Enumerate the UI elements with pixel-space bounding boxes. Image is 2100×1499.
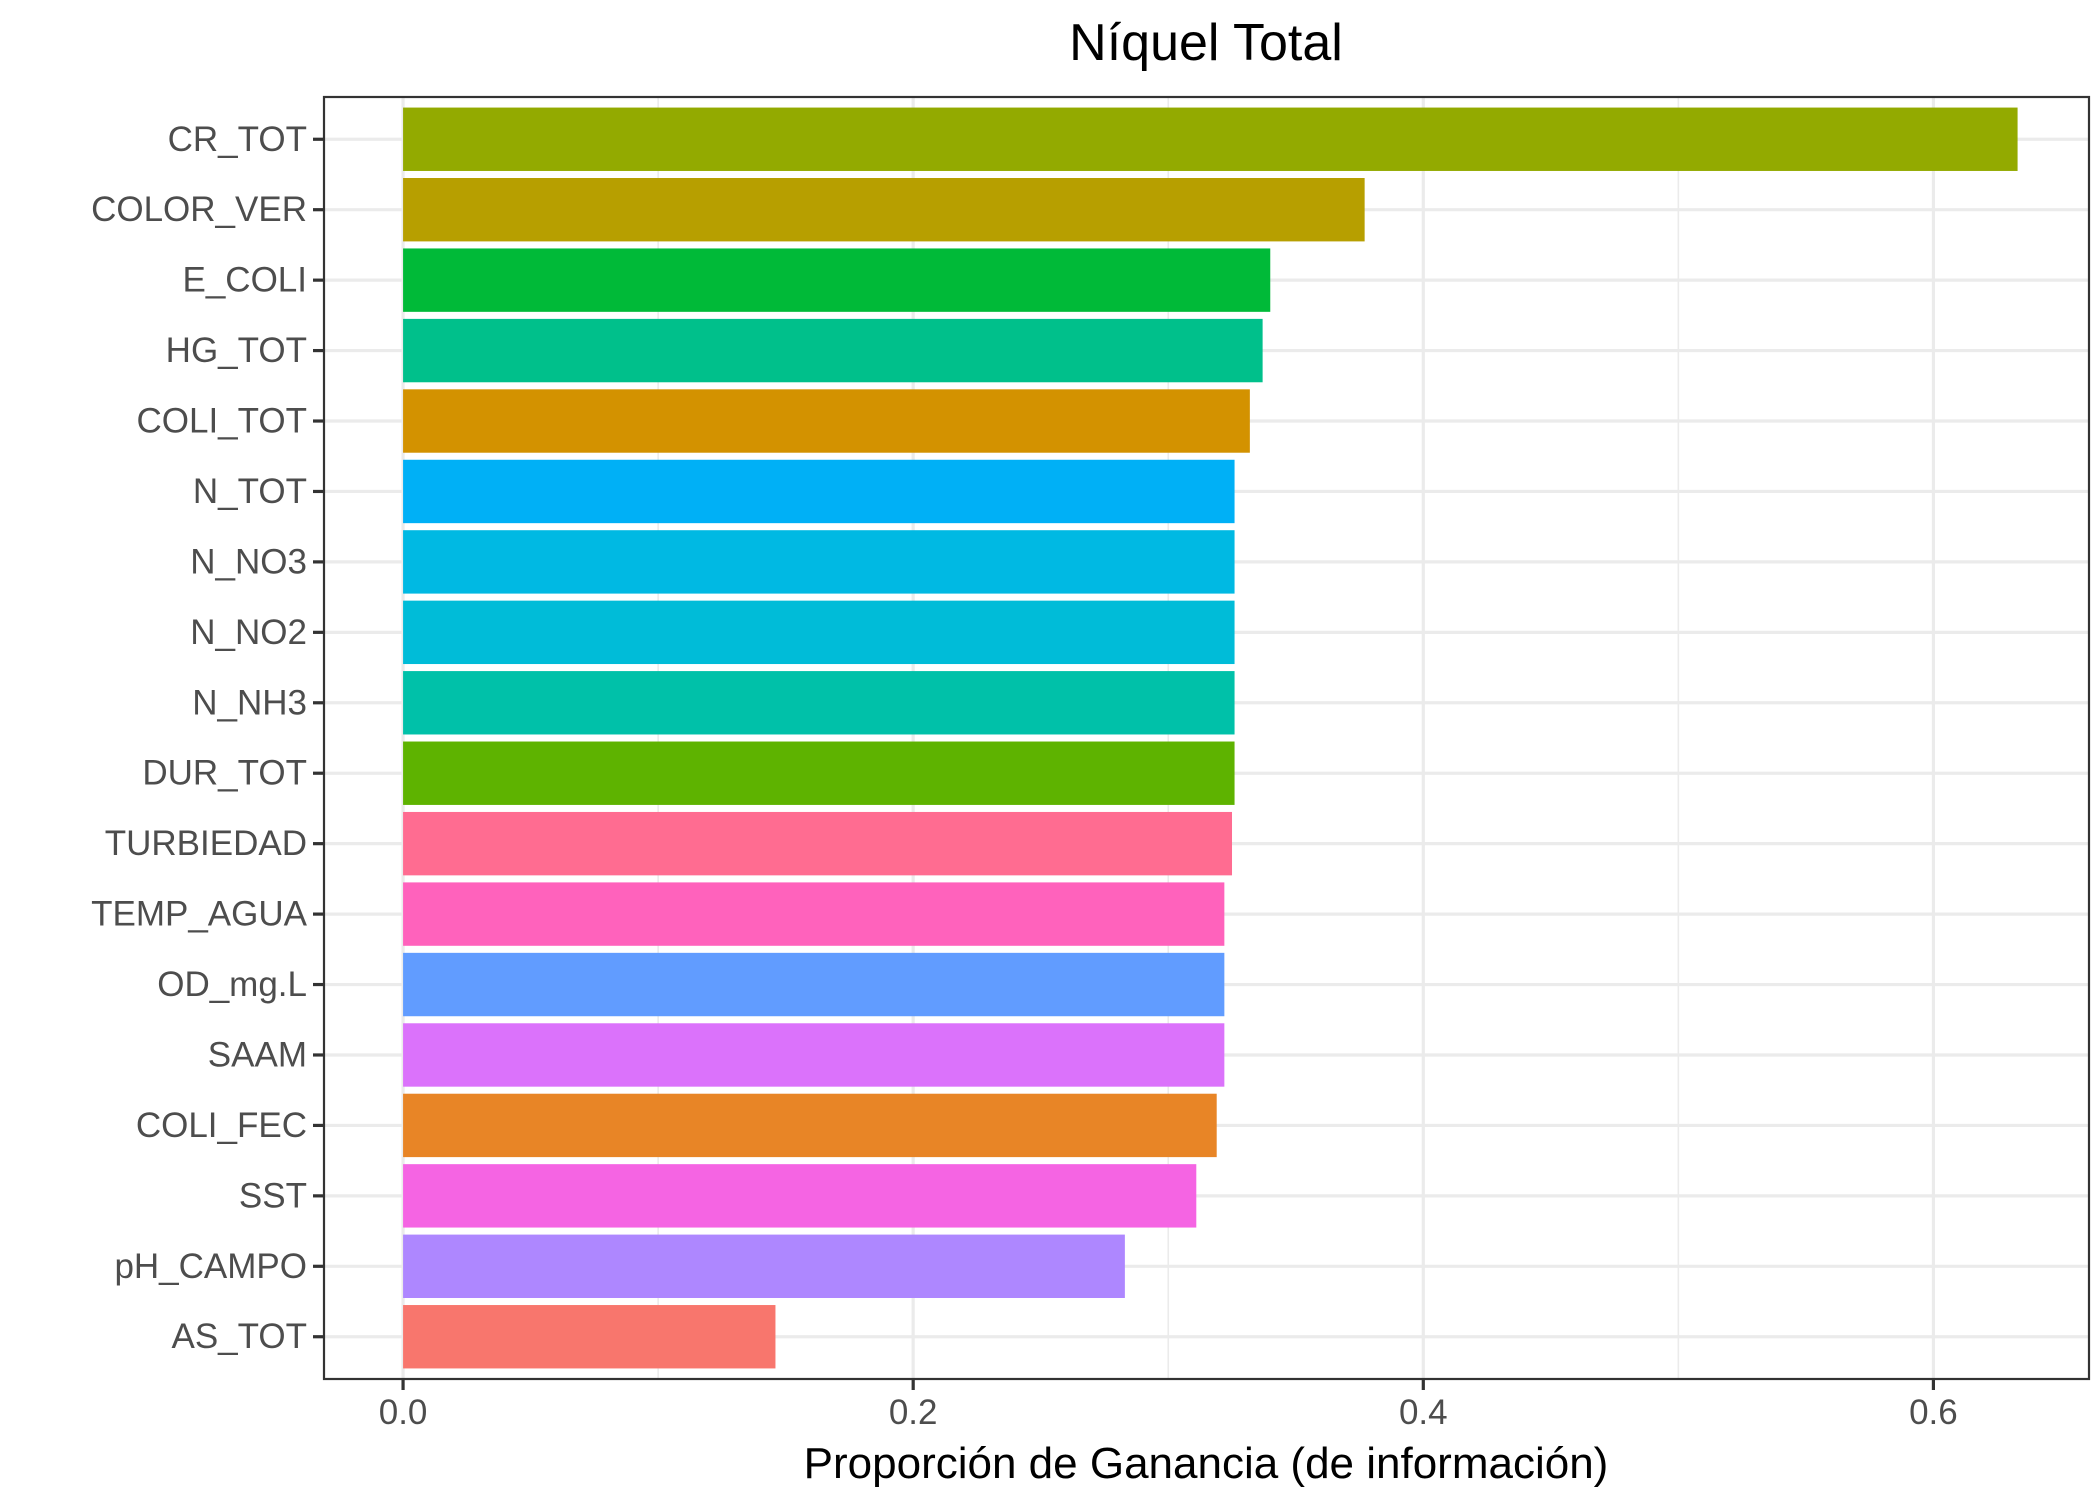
- bar-od-mg-l: [403, 952, 1225, 1017]
- bar-cr-tot: [403, 107, 2018, 171]
- x-tick-label: 0.4: [1399, 1393, 1448, 1432]
- bar-coli-fec: [403, 1093, 1217, 1158]
- bar-n-no3: [403, 530, 1235, 594]
- bar-temp-agua: [403, 882, 1225, 946]
- bar-e-coli: [403, 248, 1271, 312]
- y-tick-label: N_NO2: [190, 613, 307, 652]
- bar-n-nh3: [403, 671, 1235, 735]
- x-tick-label: 0.0: [379, 1393, 428, 1432]
- bar-n-tot: [403, 459, 1235, 524]
- bar-n-no2: [403, 600, 1235, 665]
- bar-hg-tot: [403, 318, 1263, 383]
- bars: [403, 107, 2018, 1369]
- y-tick-label: CR_TOT: [168, 120, 307, 159]
- y-tick-label: DUR_TOT: [142, 754, 307, 793]
- y-tick-label: TURBIEDAD: [105, 824, 307, 863]
- panel-border: [322, 95, 2091, 1381]
- bar-sst: [403, 1164, 1197, 1228]
- y-tick-label: SST: [239, 1176, 307, 1215]
- y-tick-label: HG_TOT: [166, 331, 307, 370]
- y-tick-label: N_NO3: [190, 542, 307, 581]
- y-tick-label: SAAM: [208, 1035, 307, 1074]
- bar-ph-campo: [403, 1234, 1125, 1298]
- bar-dur-tot: [403, 741, 1235, 805]
- y-tick-label: E_COLI: [183, 261, 308, 300]
- y-tick-label: N_NH3: [192, 683, 307, 722]
- chart-title: Níquel Total: [1069, 14, 1343, 72]
- bar-saam: [403, 1023, 1225, 1087]
- bar-color-ver: [403, 178, 1365, 242]
- bar-as-tot: [403, 1305, 776, 1369]
- y-tick-label: pH_CAMPO: [114, 1247, 307, 1286]
- y-tick-label: COLI_FEC: [136, 1106, 307, 1145]
- y-tick-label: OD_mg.L: [157, 965, 307, 1004]
- x-axis: 0.0 0.2 0.4 0.6: [379, 1379, 1958, 1432]
- y-tick-label: COLOR_VER: [91, 190, 307, 229]
- y-tick-label: N_TOT: [193, 472, 307, 511]
- y-tick-label: COLI_TOT: [136, 402, 307, 441]
- bar-turbiedad: [403, 811, 1233, 876]
- y-tick-label: TEMP_AGUA: [91, 895, 308, 934]
- y-axis: CR_TOT COLOR_VER E_COLI HG_TOT COLI_TOT N_TOT…: [91, 120, 324, 1356]
- bar-coli-tot: [403, 389, 1250, 453]
- x-tick-label: 0.6: [1909, 1393, 1958, 1432]
- y-tick-label: AS_TOT: [171, 1317, 307, 1356]
- x-tick-label: 0.2: [889, 1393, 938, 1432]
- x-axis-title: Proporción de Ganancia (de información): [804, 1439, 1609, 1488]
